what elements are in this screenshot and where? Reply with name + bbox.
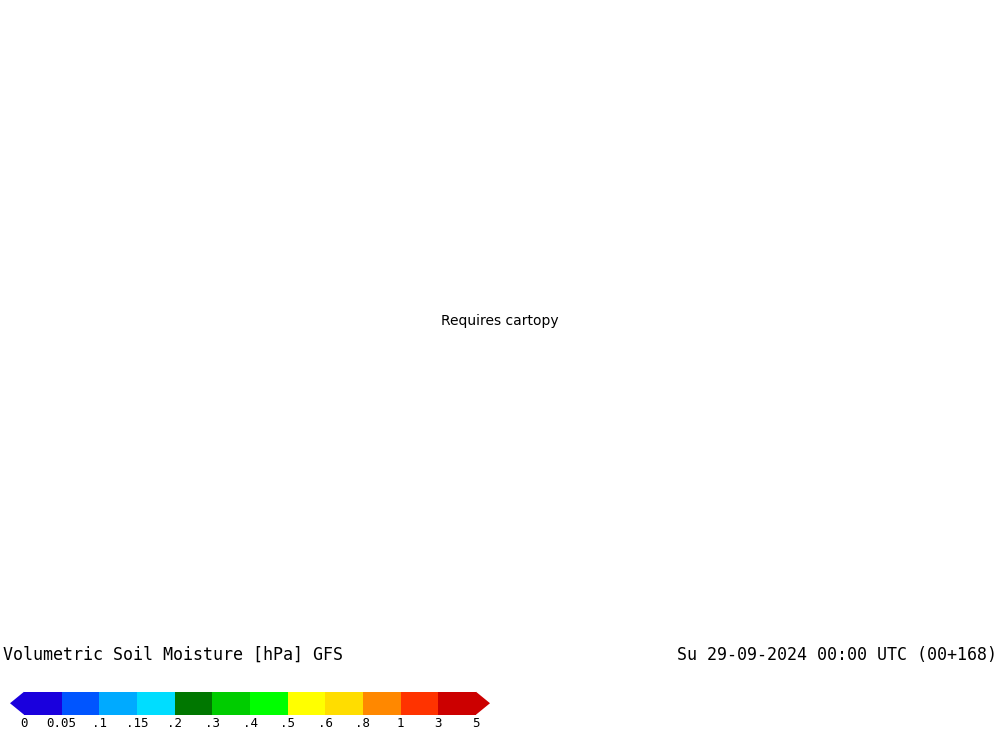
Bar: [62, 692, 99, 715]
Text: 0.05: 0.05: [47, 717, 77, 729]
Bar: [438, 692, 476, 715]
Bar: [175, 692, 212, 715]
Bar: [401, 692, 438, 715]
Bar: [212, 692, 250, 715]
Text: .8: .8: [356, 717, 370, 729]
Text: .2: .2: [167, 717, 182, 729]
Bar: [363, 692, 401, 715]
Text: .1: .1: [92, 717, 107, 729]
Text: Requires cartopy: Requires cartopy: [441, 314, 559, 328]
Text: .15: .15: [126, 717, 148, 729]
Text: 3: 3: [435, 717, 442, 729]
Bar: [288, 692, 325, 715]
Bar: [325, 692, 363, 715]
Polygon shape: [10, 692, 24, 715]
Polygon shape: [476, 692, 490, 715]
Bar: [99, 692, 137, 715]
Text: .6: .6: [318, 717, 333, 729]
Text: 0: 0: [20, 717, 28, 729]
Bar: [250, 692, 288, 715]
Text: Su 29-09-2024 00:00 UTC (00+168): Su 29-09-2024 00:00 UTC (00+168): [677, 646, 997, 664]
Bar: [24, 692, 62, 715]
Bar: [137, 692, 175, 715]
Text: Volumetric Soil Moisture [hPa] GFS: Volumetric Soil Moisture [hPa] GFS: [3, 646, 343, 664]
Text: .5: .5: [280, 717, 295, 729]
Text: 5: 5: [472, 717, 480, 729]
Text: .3: .3: [205, 717, 220, 729]
Text: 1: 1: [397, 717, 404, 729]
Text: .4: .4: [242, 717, 258, 729]
